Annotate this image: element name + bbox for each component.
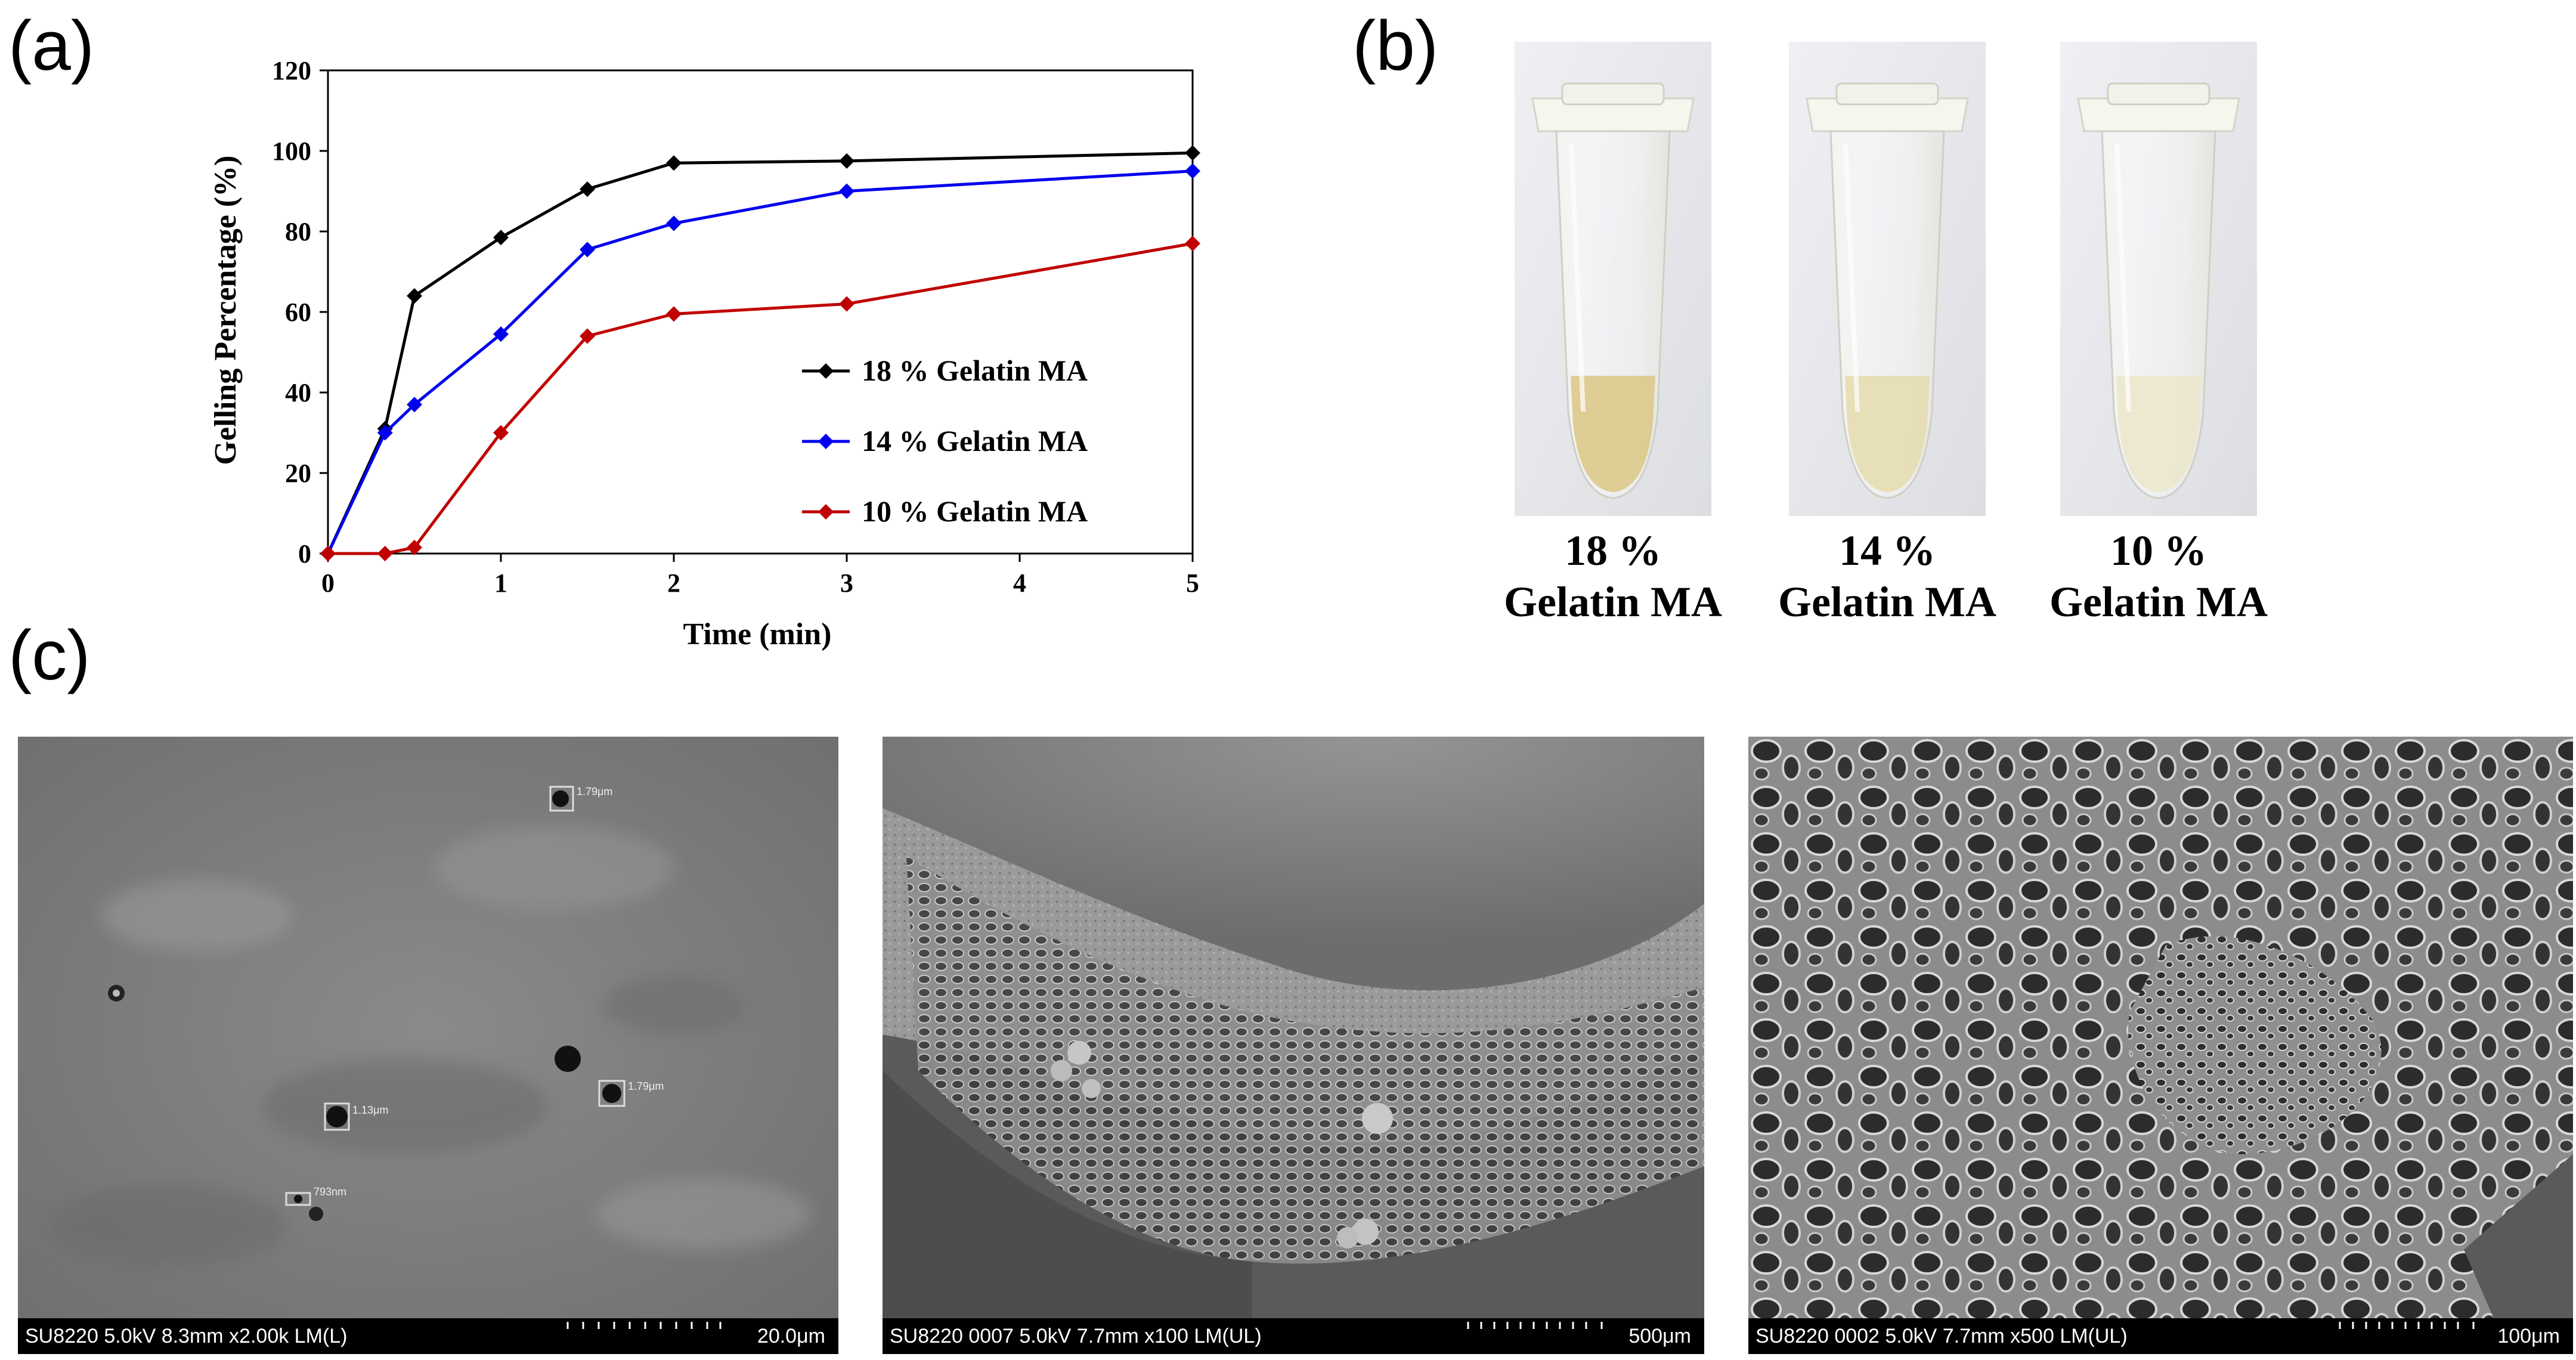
chart-series: [320, 145, 1200, 561]
tube-caption: 10 % Gelatin MA: [2033, 525, 2284, 628]
y-tick-label: 0: [298, 539, 311, 568]
chart-axes: 0 20 40 60 80 100 120 0 1 2 3 4 5: [272, 56, 1199, 598]
data-point: [580, 242, 595, 258]
data-point: [666, 155, 682, 171]
chart-legend: 18 % Gelatin MA 14 % Gelatin MA 10 % Gelat…: [802, 354, 1088, 528]
x-tick-label: 5: [1186, 568, 1199, 598]
tube-caption: 14 % Gelatin MA: [1762, 525, 2012, 628]
data-point: [1185, 145, 1200, 161]
sem-scale-label: 20.0μm: [757, 1325, 825, 1347]
panel-label-c: (c): [8, 616, 91, 695]
tube-icon: [1515, 42, 1711, 516]
legend-marker: [818, 434, 834, 449]
y-tick-label: 20: [285, 459, 311, 488]
legend-marker: [818, 363, 834, 379]
sem-info-text: SU8220 0007 5.0kV 7.7mm x100 LM(UL): [890, 1325, 1262, 1347]
y-axis-label: Gelling Percentage (%): [209, 156, 243, 465]
data-point: [839, 153, 854, 169]
sem-annotation-a: 1.79μm: [577, 786, 612, 798]
x-tick-label: 2: [667, 568, 680, 598]
data-point: [407, 397, 422, 413]
series-line-0: [326, 151, 1193, 555]
sem-porous-texture: [1748, 737, 2573, 1318]
x-tick-label: 0: [321, 568, 335, 598]
sem-scale-ticks: [2339, 1322, 2475, 1329]
panel-label-b: (b): [1352, 7, 1439, 85]
tube-material: Gelatin MA: [1504, 578, 1722, 626]
sem-info-text: SU8220 0002 5.0kV 7.7mm x500 LM(UL): [1755, 1325, 2128, 1347]
sem-image-porous: SU8220 0002 5.0kV 7.7mm x500 LM(UL) 100μ…: [1748, 737, 2573, 1354]
sem-cross-section-texture: [883, 737, 1704, 1318]
tube-material: Gelatin MA: [2049, 578, 2268, 626]
data-point: [580, 328, 595, 344]
y-tick-label: 100: [272, 137, 311, 166]
data-point: [377, 425, 393, 441]
data-point: [377, 546, 393, 561]
tube-photo: [1789, 42, 1986, 516]
sem-scale-label: 100μm: [2497, 1325, 2560, 1347]
sem-scale-ticks: [566, 1322, 722, 1329]
data-point: [320, 546, 336, 561]
sem-image-cross-section: SU8220 0007 5.0kV 7.7mm x100 LM(UL) 500μ…: [883, 737, 1704, 1354]
legend-marker: [818, 504, 834, 520]
data-point: [493, 326, 509, 342]
data-point: [493, 230, 509, 246]
data-point: [839, 296, 854, 312]
data-point: [407, 288, 422, 304]
panel-label-a: (a): [8, 7, 95, 85]
sem-annotation-d: 793nm: [314, 1186, 346, 1198]
data-point: [493, 425, 509, 441]
legend-label: 10 % Gelatin MA: [862, 494, 1088, 528]
tube-icon: [1789, 42, 1986, 516]
tube-concentration: 18 %: [1565, 527, 1661, 574]
y-tick-label: 60: [285, 298, 311, 327]
data-point: [1185, 163, 1200, 179]
x-tick-label: 4: [1013, 568, 1026, 598]
y-tick-label: 80: [285, 217, 311, 246]
sem-scale-label: 500μm: [1628, 1325, 1691, 1347]
tube-photo: [1515, 42, 1711, 516]
sem-info-bar: SU8220 0002 5.0kV 7.7mm x500 LM(UL) 100μ…: [1748, 1318, 2573, 1354]
data-point: [666, 215, 682, 231]
sem-scale-ticks: [1467, 1322, 1603, 1329]
sem-annotation-b: 1.13μm: [352, 1104, 388, 1116]
gelling-chart: 0 20 40 60 80 100 120 0 1 2 3 4 5 18 % Gelatin MA 14 …: [209, 56, 1200, 651]
data-point: [666, 306, 682, 322]
tube-concentration: 10 %: [2110, 527, 2207, 574]
data-point: [1185, 236, 1200, 252]
sem-image-surface: 1.79μm 1.13μm 1.79μm 793nm SU8220 5.0kV …: [18, 737, 838, 1354]
y-tick-label: 120: [272, 56, 311, 85]
sem-info-bar: SU8220 0007 5.0kV 7.7mm x100 LM(UL) 500μ…: [883, 1318, 1704, 1354]
tube-material: Gelatin MA: [1778, 578, 1996, 626]
legend-label: 14 % Gelatin MA: [862, 424, 1088, 458]
x-tick-label: 1: [494, 568, 507, 598]
sem-info-text: SU8220 5.0kV 8.3mm x2.00k LM(L): [25, 1325, 348, 1347]
series-line-1: [326, 169, 1193, 555]
y-tick-label: 40: [285, 378, 311, 407]
tube-concentration: 14 %: [1839, 527, 1936, 574]
tube-icon: [2060, 42, 2257, 516]
data-point: [580, 181, 595, 197]
x-tick-label: 3: [840, 568, 853, 598]
tube-photo: [2060, 42, 2257, 516]
plot-frame: [327, 69, 1194, 555]
sem-info-bar: SU8220 5.0kV 8.3mm x2.00k LM(L) 20.0μm: [18, 1318, 838, 1354]
x-axis-label: Time (min): [683, 617, 832, 651]
legend-label: 18 % Gelatin MA: [862, 354, 1088, 387]
sem-surface-texture: 1.79μm 1.13μm 1.79μm 793nm: [18, 737, 838, 1318]
sem-annotation-c: 1.79μm: [628, 1080, 664, 1092]
tube-caption: 18 % Gelatin MA: [1488, 525, 1738, 628]
data-point: [839, 183, 854, 199]
data-point: [407, 539, 422, 555]
